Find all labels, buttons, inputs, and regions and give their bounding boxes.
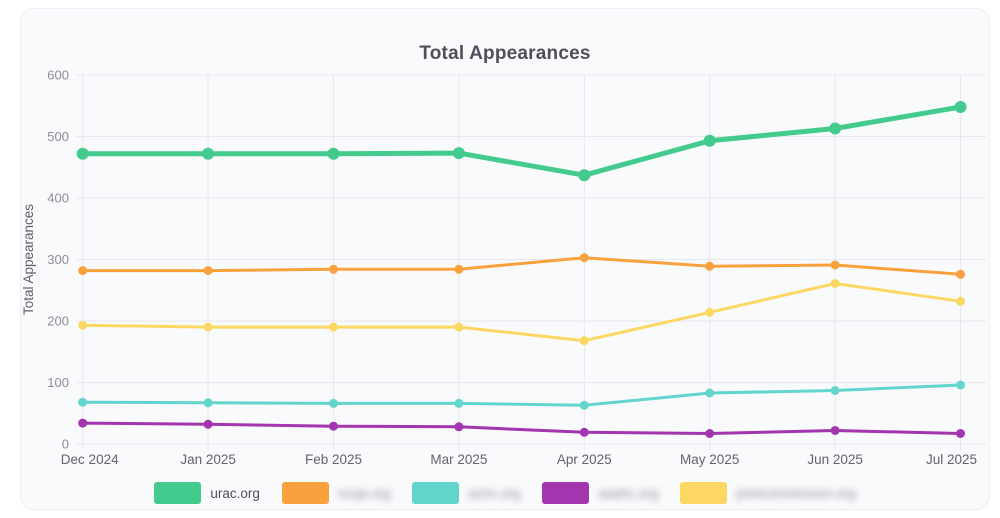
chart-legend: urac.org ncqa.org achc.org aaahc.org jointco…	[21, 480, 989, 506]
data-point	[202, 147, 215, 160]
data-point	[203, 398, 213, 408]
series-line-ncqa.org	[81, 256, 962, 276]
chart-card: 0 100 200 300 400 500 600 Dec 2024 Jan 2025 Feb 2…	[20, 8, 990, 510]
data-point	[329, 421, 338, 431]
legend-item-achc.org[interactable]: achc.org	[412, 482, 520, 504]
series-line-achc.org	[81, 383, 962, 407]
data-point	[454, 422, 464, 432]
data-point	[203, 266, 213, 276]
data-point	[829, 122, 842, 135]
data-point	[705, 429, 715, 438]
series-line-jointcommission.org	[81, 282, 962, 343]
data-point	[956, 269, 965, 279]
x-tick-label: Jun 2025	[807, 452, 863, 467]
y-axis-title: Total Appearances	[21, 204, 36, 315]
data-point	[327, 147, 340, 160]
legend-label: ncqa.org	[337, 485, 391, 501]
line-chart: 0 100 200 300 400 500 600 Dec 2024 Jan 2025 Feb 2…	[21, 68, 986, 467]
data-point	[830, 279, 840, 288]
legend-label: jointcommission.org	[736, 485, 856, 501]
data-point	[579, 427, 589, 437]
x-tick-label: Apr 2025	[557, 452, 612, 467]
legend-item-jointcommission.org[interactable]: jointcommission.org	[680, 482, 856, 504]
data-point	[830, 386, 840, 395]
data-point	[703, 134, 716, 147]
series-line-aaahc.org	[81, 421, 962, 435]
x-tick-label: Jan 2025	[180, 452, 236, 467]
chart-title: Total Appearances	[419, 43, 591, 64]
x-tick-label: Jul 2025	[926, 452, 977, 467]
data-point	[78, 397, 88, 407]
y-tick-label: 500	[47, 129, 69, 144]
x-tick-label: May 2025	[680, 452, 739, 467]
y-tick-label: 600	[47, 68, 69, 83]
data-point	[452, 147, 465, 160]
legend-label: urac.org	[210, 485, 260, 501]
data-point	[203, 419, 213, 429]
x-tick-label: Dec 2024	[61, 452, 119, 467]
data-point	[956, 296, 965, 306]
data-point	[956, 429, 965, 438]
data-point	[329, 322, 338, 332]
y-tick-label: 300	[47, 252, 69, 267]
data-point	[705, 261, 715, 271]
data-point	[578, 169, 591, 182]
series-line-urac.org	[80, 104, 963, 178]
data-point	[203, 322, 213, 332]
data-point	[329, 398, 338, 408]
data-point	[454, 322, 464, 332]
legend-swatch	[542, 482, 590, 504]
y-tick-label: 200	[47, 314, 69, 329]
x-tick-label: Mar 2025	[430, 452, 487, 467]
legend-swatch	[680, 482, 728, 504]
data-point	[579, 253, 589, 263]
data-point	[454, 398, 464, 408]
data-point	[78, 320, 88, 330]
data-point	[956, 380, 965, 390]
data-point	[78, 418, 88, 428]
legend-swatch	[154, 482, 202, 504]
legend-item-urac.org[interactable]: urac.org	[154, 482, 260, 504]
legend-item-aaahc.org[interactable]: aaahc.org	[542, 482, 658, 504]
data-point	[954, 101, 967, 113]
data-point	[579, 336, 589, 346]
data-point	[705, 307, 715, 317]
data-point	[579, 400, 589, 410]
legend-swatch	[412, 482, 460, 504]
data-point	[830, 426, 840, 435]
y-tick-label: 400	[47, 191, 69, 206]
legend-label: aaahc.org	[598, 485, 659, 501]
data-point	[78, 266, 88, 276]
legend-item-ncqa.org[interactable]: ncqa.org	[281, 482, 391, 504]
y-tick-label: 100	[47, 375, 69, 390]
data-point	[830, 260, 840, 270]
legend-swatch	[281, 482, 329, 504]
y-tick-label: 0	[62, 437, 69, 452]
data-point	[329, 264, 338, 274]
data-point	[705, 388, 715, 398]
data-point	[76, 147, 89, 160]
data-point	[454, 264, 464, 274]
legend-label: achc.org	[468, 485, 521, 501]
x-tick-label: Feb 2025	[305, 452, 362, 467]
